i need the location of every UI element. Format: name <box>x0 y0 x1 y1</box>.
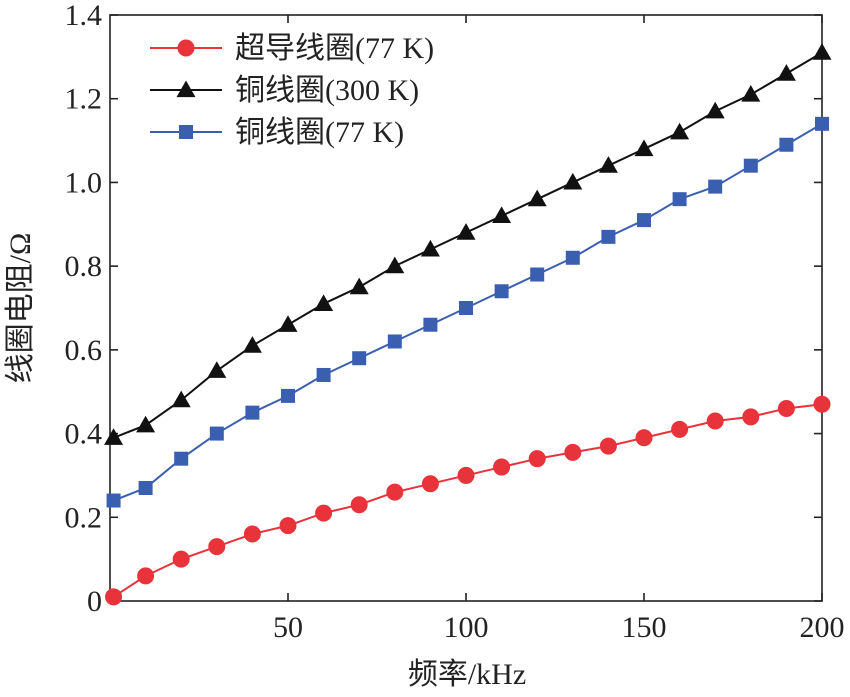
y-tick-label: 1.4 <box>65 0 103 32</box>
data-point <box>138 480 153 495</box>
data-point <box>385 256 405 274</box>
legend-label: 超导线圈(77 K) <box>235 32 434 65</box>
data-point <box>242 336 262 353</box>
series-layer <box>104 43 832 606</box>
x-axis-label: 频率/kHz <box>408 658 526 691</box>
data-point <box>136 415 156 433</box>
data-point <box>599 437 617 455</box>
data-point <box>387 334 402 349</box>
data-point <box>598 156 618 173</box>
data-point <box>565 250 580 265</box>
data-point <box>350 496 368 514</box>
y-tick-label: 0.2 <box>65 501 103 534</box>
data-point <box>316 367 331 382</box>
data-point <box>776 64 796 81</box>
data-point <box>530 267 545 282</box>
data-point <box>105 588 123 606</box>
legend-marker <box>176 80 196 98</box>
data-point <box>209 426 224 441</box>
data-point <box>279 517 297 535</box>
data-point <box>813 395 831 413</box>
data-point <box>528 450 546 468</box>
data-point <box>456 223 476 240</box>
data-point <box>386 483 404 501</box>
y-tick-label: 0.8 <box>65 250 103 283</box>
data-point <box>563 172 583 190</box>
data-point <box>493 458 511 476</box>
series-2 <box>104 43 832 445</box>
y-axis-label: 线圈电阻/Ω <box>4 233 37 384</box>
data-point <box>815 116 829 131</box>
data-point <box>812 43 832 60</box>
y-tick-label: 0 <box>87 585 102 618</box>
data-point <box>779 137 794 152</box>
data-point <box>421 475 439 493</box>
data-point <box>243 525 261 543</box>
data-point <box>671 420 689 438</box>
data-point <box>637 213 651 228</box>
data-point <box>207 361 227 378</box>
data-point <box>349 277 369 295</box>
legend-item: 铜线圈(300 K) <box>150 74 419 107</box>
axes: 50 100 150 200 0 0.2 0.4 0.6 0.8 1.0 1.2 1.4 <box>65 0 845 644</box>
x-tick-label: 150 <box>622 611 667 644</box>
data-point <box>601 229 616 244</box>
data-point <box>635 429 653 447</box>
data-point <box>171 390 191 408</box>
legend-marker <box>179 125 193 139</box>
data-point <box>137 567 155 585</box>
data-point <box>245 405 260 420</box>
series-3 <box>106 116 829 508</box>
data-point <box>281 388 295 403</box>
y-tick-label: 0.6 <box>65 334 103 367</box>
data-point <box>104 428 124 445</box>
data-point <box>208 538 226 556</box>
data-point <box>705 101 725 119</box>
data-point <box>741 85 761 102</box>
y-tick-label: 1.0 <box>65 166 103 199</box>
data-point <box>777 399 795 417</box>
legend-label: 铜线圈(77 K) <box>235 116 404 149</box>
data-point <box>314 294 334 311</box>
y-tick-label: 1.2 <box>65 83 103 116</box>
data-point <box>742 408 760 426</box>
legend-label: 铜线圈(300 K) <box>235 74 419 107</box>
data-point <box>634 139 654 157</box>
data-point <box>174 451 189 466</box>
legend-item: 超导线圈(77 K) <box>150 32 434 65</box>
data-point <box>457 466 475 484</box>
legend-item: 铜线圈(77 K) <box>150 116 404 149</box>
legend-marker <box>177 39 195 57</box>
x-tick-label: 50 <box>273 611 303 644</box>
data-point <box>672 192 687 207</box>
data-point <box>420 239 440 257</box>
data-point <box>706 412 724 430</box>
data-point <box>278 315 298 332</box>
x-tick-label: 200 <box>800 611 845 644</box>
data-point <box>172 550 190 568</box>
data-point <box>459 301 473 315</box>
data-point <box>708 179 723 194</box>
data-point <box>743 158 758 173</box>
x-tick-label: 100 <box>444 611 489 644</box>
data-point <box>494 284 509 299</box>
data-point <box>527 189 547 207</box>
data-point <box>564 443 582 461</box>
data-point <box>315 504 333 522</box>
y-tick-label: 0.4 <box>65 418 103 451</box>
data-point <box>423 317 438 332</box>
data-point <box>492 206 512 224</box>
data-point <box>352 351 367 366</box>
series-1 <box>105 395 831 606</box>
data-point <box>670 122 690 140</box>
legend: 超导线圈(77 K) 铜线圈(300 K) 铜线圈(77 K) <box>150 32 434 149</box>
data-point <box>106 493 121 508</box>
